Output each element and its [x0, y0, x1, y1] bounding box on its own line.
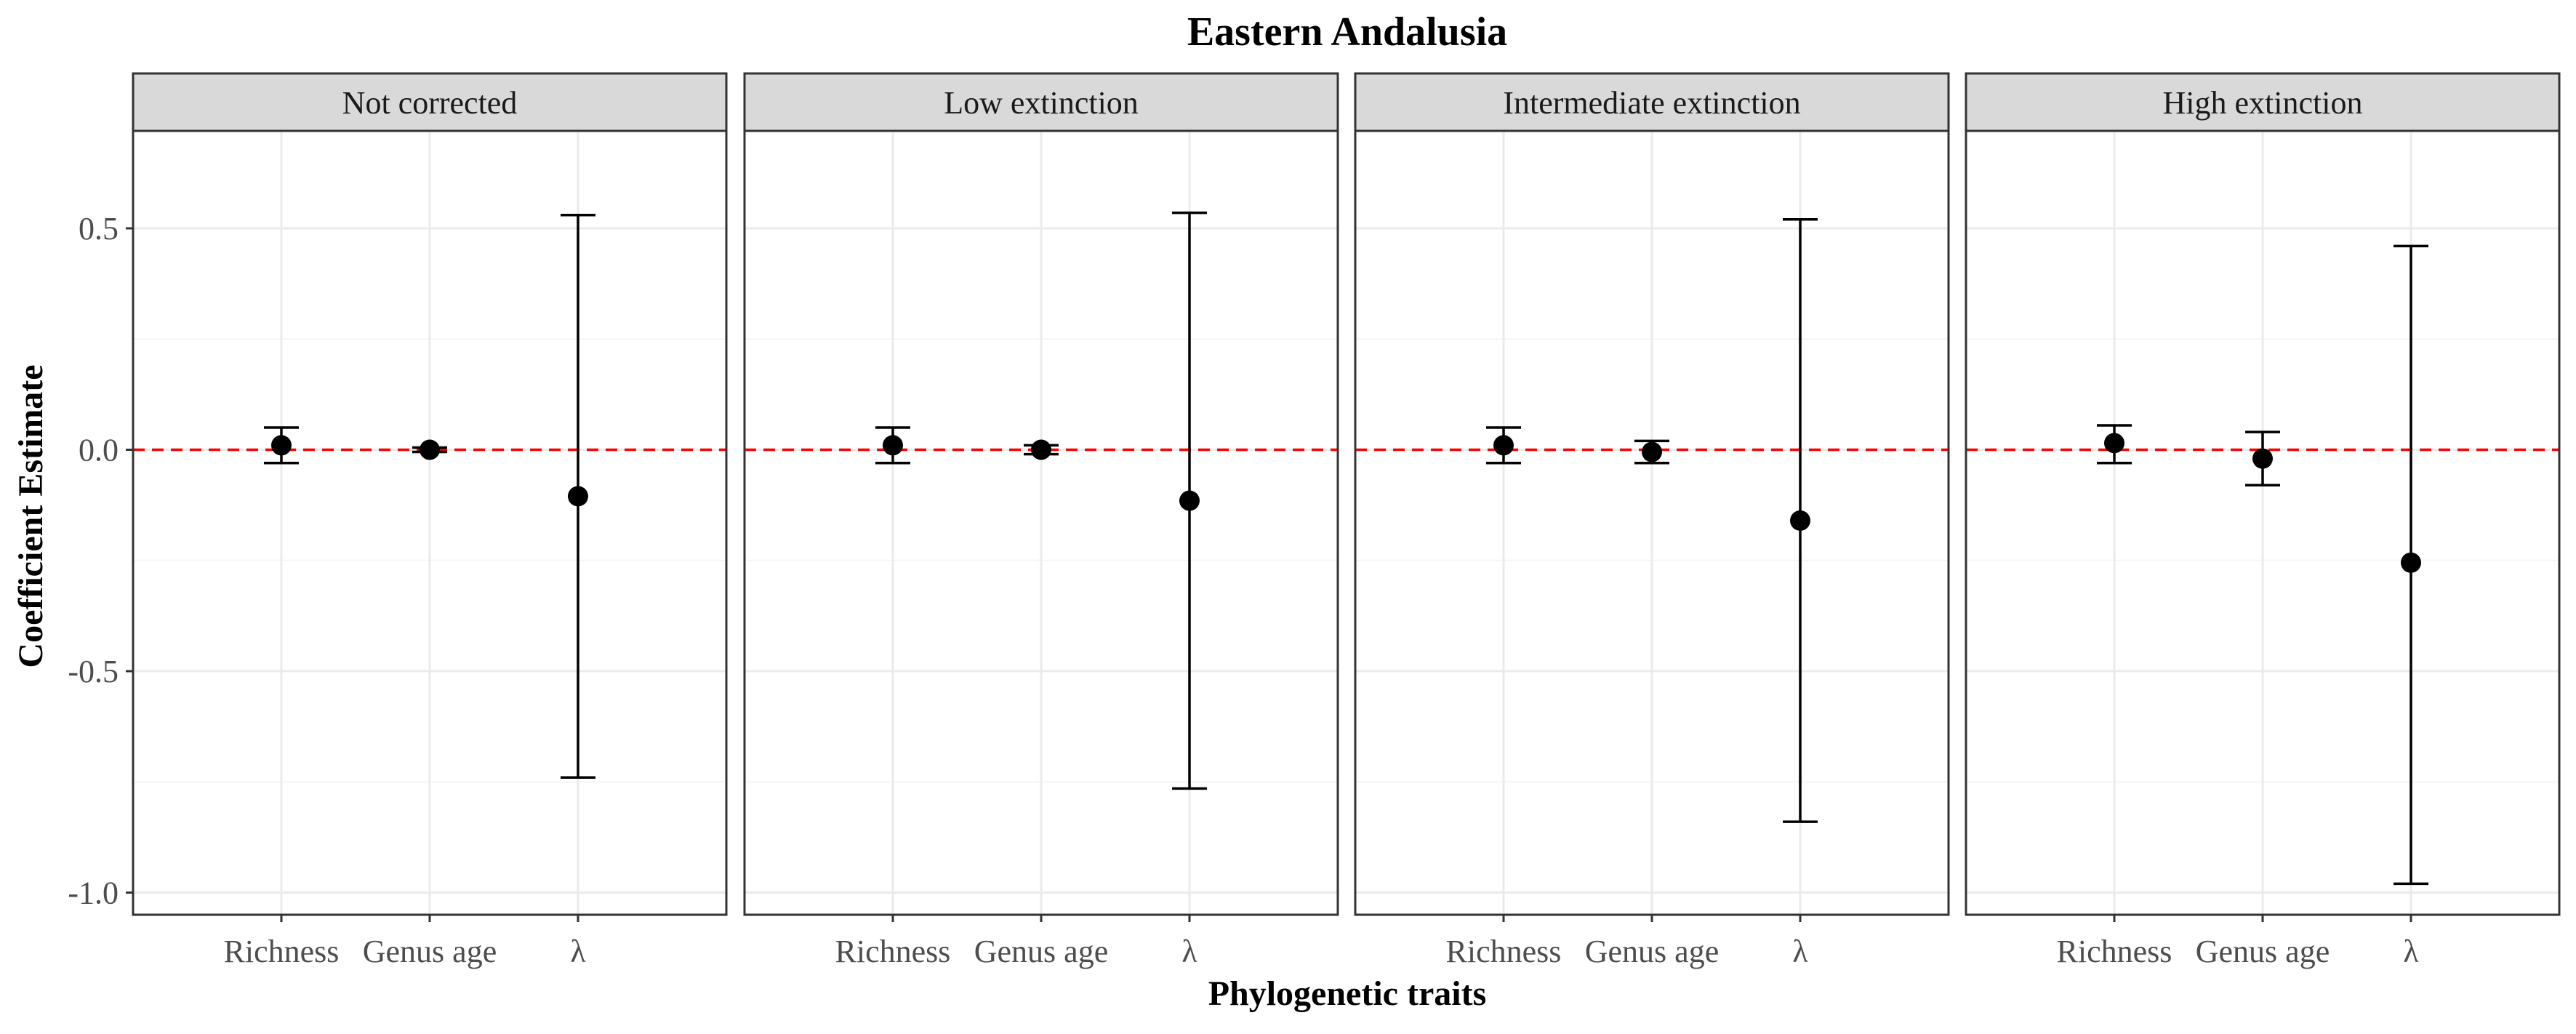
- facet-panel: High extinction Richness Genus age λ: [1965, 72, 2561, 969]
- facet-strip: [1965, 72, 2561, 132]
- estimate-point: [2401, 552, 2421, 573]
- estimate-point: [1031, 439, 1051, 460]
- estimate-point: [1493, 435, 1514, 456]
- estimate-point: [883, 435, 903, 456]
- facet-strip: [132, 72, 728, 132]
- x-tick-label: λ: [570, 934, 586, 969]
- x-tick-label: Genus age: [1585, 934, 1720, 969]
- x-tick-label: λ: [1792, 934, 1808, 969]
- estimate-point: [271, 435, 292, 456]
- facet-strip-label: Low extinction: [944, 85, 1139, 121]
- facet-panel: Low extinction Richness Genus age λ: [743, 72, 1339, 969]
- x-axis-title: Phylogenetic traits: [1208, 974, 1487, 1013]
- estimate-point: [1642, 441, 1662, 462]
- y-tick-label: 0.0: [79, 433, 119, 468]
- x-tick-label: λ: [1181, 934, 1197, 969]
- y-tick-label: -1.0: [68, 875, 119, 911]
- y-tick-label: -0.5: [68, 654, 119, 689]
- estimate-point: [2252, 448, 2273, 469]
- x-tick-label: Genus age: [2196, 934, 2330, 969]
- facet-strip-label: Intermediate extinction: [1503, 85, 1800, 121]
- x-tick-label: λ: [2403, 934, 2419, 969]
- facet-strip: [743, 72, 1339, 132]
- facet-strip-label: Not corrected: [342, 85, 518, 121]
- estimate-point: [2104, 433, 2124, 454]
- y-axis: 0.5 0.0 -0.5 -1.0: [68, 211, 133, 911]
- facet-strip-label: High extinction: [2163, 85, 2363, 121]
- x-tick-label: Richness: [224, 934, 340, 969]
- estimate-point: [568, 486, 588, 507]
- y-tick-label: 0.5: [79, 211, 119, 247]
- estimate-point: [420, 439, 440, 460]
- chart-title: Eastern Andalusia: [1187, 9, 1507, 55]
- facet-strip: [1354, 72, 1950, 132]
- estimate-point: [1790, 510, 1810, 531]
- estimate-point: [1179, 490, 1200, 511]
- x-tick-label: Genus age: [363, 934, 497, 969]
- x-tick-label: Genus age: [974, 934, 1109, 969]
- x-tick-label: Richness: [2057, 934, 2172, 969]
- x-tick-label: Richness: [1446, 934, 1562, 969]
- x-tick-label: Richness: [835, 934, 951, 969]
- y-axis-title: Coefficient Estimate: [12, 364, 50, 668]
- facet-panel: Not corrected Richness Genus age λ: [132, 72, 728, 969]
- facet-panel: Intermediate extinction Richness Genus age…: [1354, 72, 1950, 969]
